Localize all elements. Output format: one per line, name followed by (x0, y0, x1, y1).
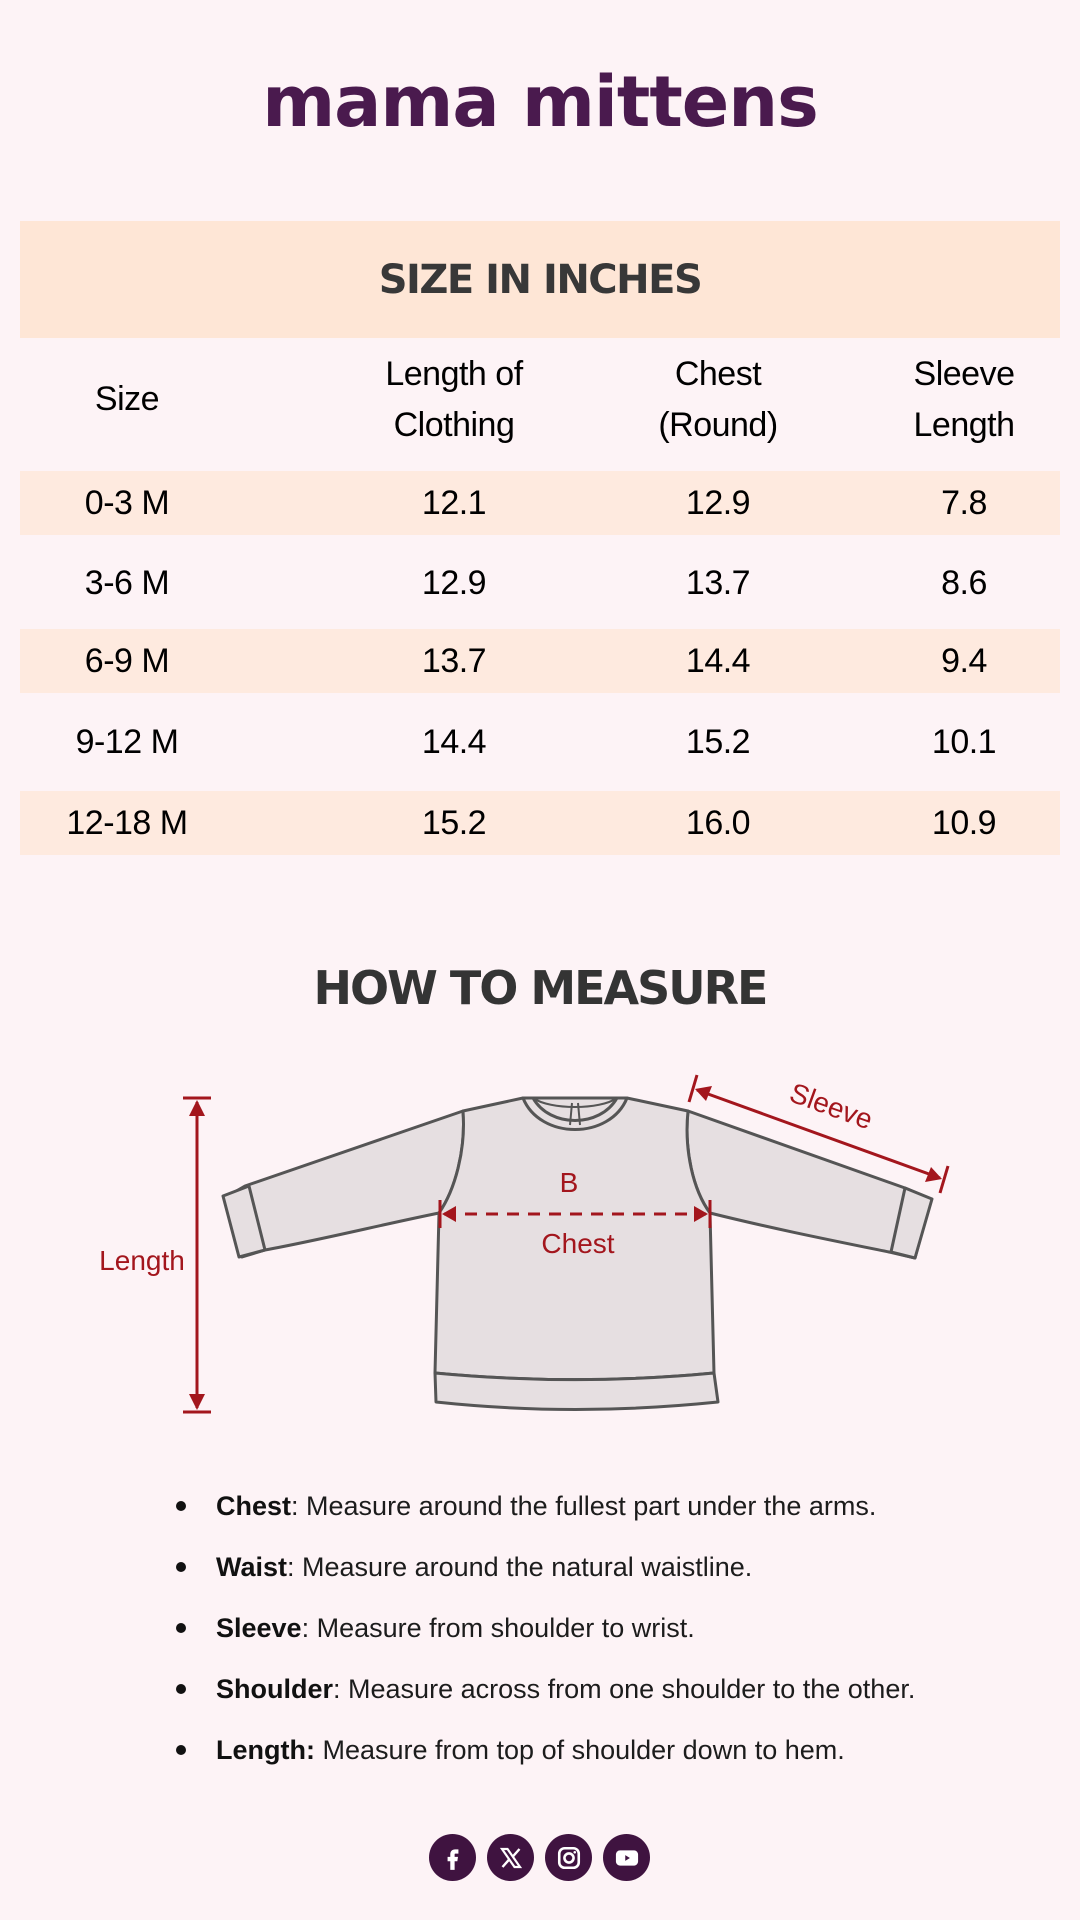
diagram-label-chest: Chest (541, 1228, 614, 1259)
tip-text: Measure across from one shoulder to the … (340, 1674, 916, 1704)
cell-size: 9-12 M (75, 723, 179, 761)
header-chest-line1: Chest (674, 355, 762, 393)
tip-item: Length: Measure from top of shoulder dow… (170, 1730, 915, 1791)
cell-sleeve: 10.9 (931, 804, 997, 842)
table-row-stripe (20, 629, 1060, 693)
tip-item: Waist: Measure around the natural waistl… (170, 1547, 915, 1608)
left-cuff-shape (221, 1184, 267, 1259)
tip-text: Measure around the fullest part under th… (298, 1491, 877, 1521)
tip-text: Measure from top of shoulder down to hem… (314, 1735, 845, 1765)
header-length: Length of Clothing (354, 349, 554, 451)
table-row-stripe (20, 791, 1060, 855)
table-row-stripe (20, 471, 1060, 535)
cell-sleeve: 7.8 (941, 484, 987, 522)
social-links (429, 1834, 650, 1881)
header-length-line1: Length of (385, 355, 523, 393)
measurement-tips-list: Chest: Measure around the fullest part u… (170, 1486, 915, 1791)
bullet-icon (176, 1745, 186, 1755)
diagram-label-length: Length (99, 1245, 185, 1276)
tip-term: Shoulder (216, 1674, 334, 1704)
back-placket (569, 1102, 581, 1126)
tip-term: Waist (216, 1552, 288, 1582)
bullet-icon (176, 1562, 186, 1572)
tip-term: Chest (216, 1491, 292, 1521)
header-sleeve-line1: Sleeve (913, 355, 1015, 393)
cell-sleeve: 8.6 (941, 564, 987, 602)
cell-chest: 12.9 (685, 484, 751, 522)
cell-length: 14.4 (421, 723, 487, 761)
hem-band-shape (433, 1371, 720, 1411)
tip-item: Shoulder: Measure across from one should… (170, 1669, 915, 1730)
sweater-measurement-diagram: Length B Chest Sleeve (99, 1074, 950, 1414)
right-cuff-shape (889, 1186, 934, 1260)
cell-size: 12-18 M (66, 804, 188, 842)
cell-sleeve: 9.4 (941, 642, 987, 680)
tip-item: Chest: Measure around the fullest part u… (170, 1486, 915, 1547)
bullet-icon (176, 1684, 186, 1694)
header-chest: Chest (Round) (618, 349, 818, 451)
back-neck-line (532, 1097, 618, 1108)
cell-chest: 15.2 (685, 723, 751, 761)
bullet-icon (176, 1501, 186, 1511)
tip-text: Measure around the natural waistline. (294, 1552, 753, 1582)
size-chart-title: SIZE IN INCHES (378, 256, 703, 303)
cell-size: 6-9 M (84, 642, 170, 680)
tip-sep: : (291, 1491, 299, 1521)
x-icon (499, 1847, 522, 1868)
header-sleeve-line2: Length (913, 406, 1016, 444)
brand-logo: mama mittens (262, 61, 819, 143)
facebook-icon (447, 1848, 458, 1870)
cell-chest: 16.0 (685, 804, 751, 842)
tip-term: Sleeve (216, 1613, 302, 1643)
tip-text: Measure from shoulder to wrist. (309, 1613, 695, 1643)
instagram-link[interactable] (545, 1834, 592, 1881)
youtube-icon (615, 1849, 638, 1866)
cell-length: 12.9 (421, 564, 487, 602)
cell-size: 3-6 M (84, 564, 170, 602)
diagram-label-b: B (560, 1167, 579, 1198)
header-length-line2: Clothing (393, 406, 515, 444)
header-chest-line2: (Round) (658, 406, 778, 444)
cell-chest: 13.7 (685, 564, 751, 602)
youtube-link[interactable] (603, 1834, 650, 1881)
x-link[interactable] (487, 1834, 534, 1881)
cell-chest: 14.4 (685, 642, 751, 680)
tip-sep: : (301, 1613, 310, 1643)
collar-shape (521, 1096, 629, 1131)
cell-length: 12.1 (421, 484, 487, 522)
instagram-icon (557, 1846, 580, 1869)
tip-sep: : (333, 1674, 341, 1704)
header-size: Size (94, 380, 160, 418)
tip-item: Sleeve: Measure from shoulder to wrist. (170, 1608, 915, 1669)
cell-length: 15.2 (421, 804, 487, 842)
facebook-link[interactable] (429, 1834, 476, 1881)
how-to-measure-title: HOW TO MEASURE (313, 961, 769, 1015)
header-sleeve: Sleeve Length (864, 349, 1064, 451)
tip-term: Length: (216, 1735, 315, 1765)
tip-sep: : (287, 1552, 295, 1582)
size-chart-header: SIZE IN INCHES (20, 221, 1060, 338)
bullet-icon (176, 1623, 186, 1633)
cell-size: 0-3 M (84, 484, 170, 522)
cell-sleeve: 10.1 (931, 723, 997, 761)
cell-length: 13.7 (421, 642, 487, 680)
